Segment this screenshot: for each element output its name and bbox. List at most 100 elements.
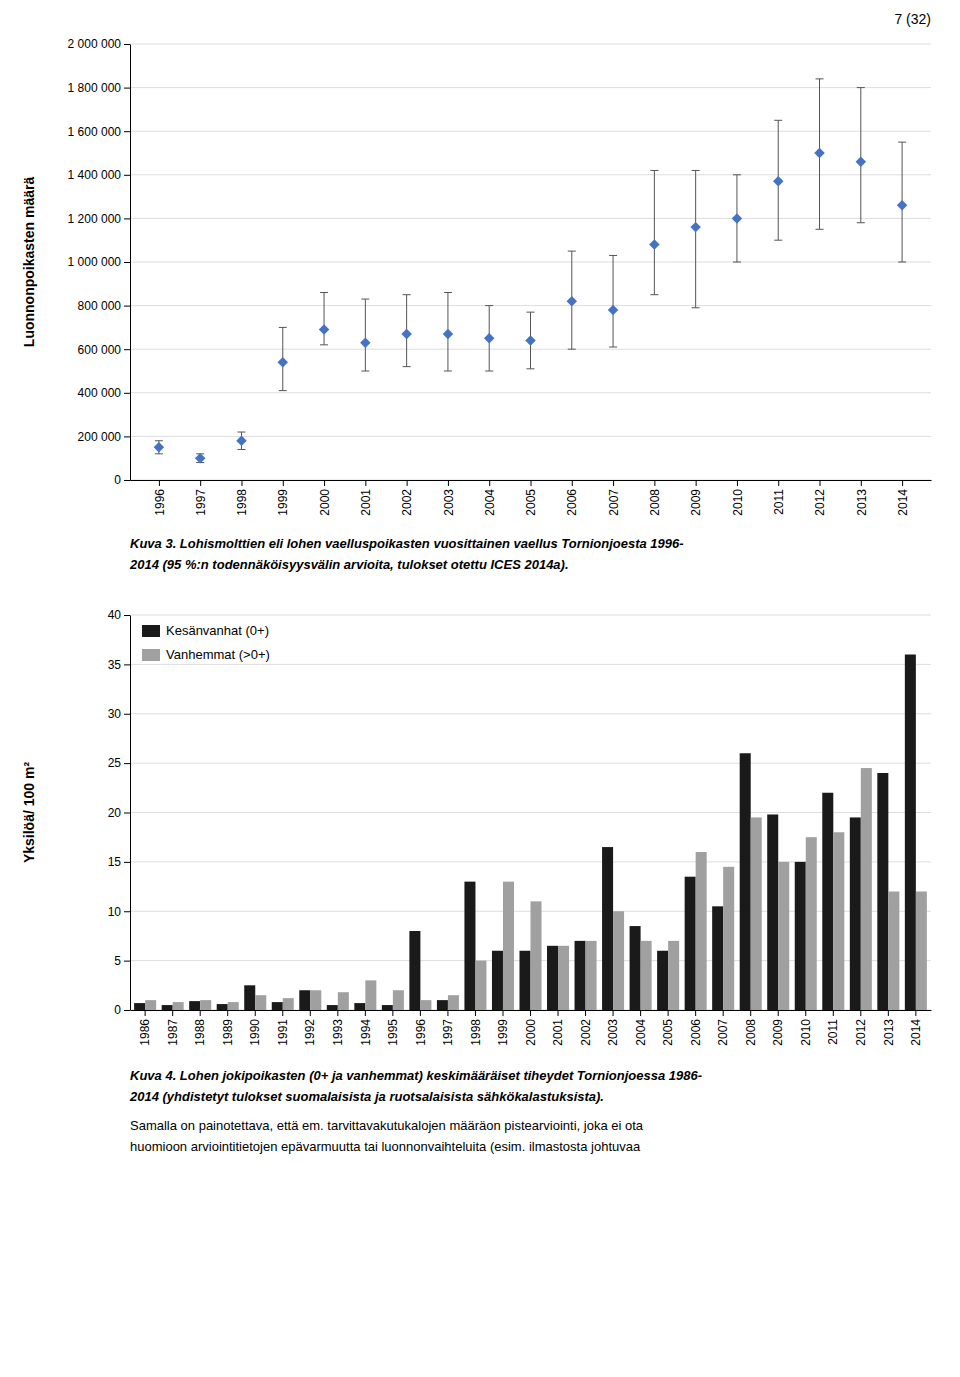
y-tick: 1 200 000 — [68, 212, 130, 226]
x-tick-mark — [613, 1010, 614, 1016]
x-tick-label: 1997 — [194, 489, 208, 516]
point — [319, 324, 329, 334]
x-tick-label: 2000 — [524, 1019, 538, 1046]
bar — [420, 1000, 431, 1010]
x-tick: 1992 — [303, 1010, 317, 1046]
x-tick-mark — [283, 480, 284, 486]
bar — [503, 882, 514, 1010]
bar — [740, 753, 751, 1010]
x-tick-label: 2012 — [813, 489, 827, 516]
x-tick-mark — [475, 1010, 476, 1016]
bar — [547, 946, 558, 1010]
x-tick-label: 1998 — [235, 489, 249, 516]
bar — [916, 892, 927, 1011]
x-tick-mark — [502, 1010, 503, 1016]
x-tick: 2013 — [855, 480, 869, 516]
bar — [751, 817, 762, 1010]
y-tick-mark — [124, 306, 130, 307]
bar — [850, 817, 861, 1010]
y-tick-label: 1 800 000 — [68, 81, 122, 95]
grid-line — [130, 812, 931, 813]
bar — [696, 852, 707, 1010]
x-tick-mark — [227, 1010, 228, 1016]
x-tick-label: 2001 — [551, 1019, 565, 1046]
x-tick: 2009 — [689, 480, 703, 516]
bar — [806, 837, 817, 1010]
y-tick-mark — [124, 862, 130, 863]
y-tick-mark — [124, 480, 130, 481]
x-tick: 2007 — [607, 480, 621, 516]
bar — [613, 911, 624, 1010]
grid-line — [130, 615, 931, 616]
x-tick-mark — [572, 480, 573, 486]
grid-line — [130, 87, 931, 88]
y-tick: 35 — [108, 658, 130, 672]
y-tick-mark — [124, 615, 130, 616]
y-tick-mark — [124, 262, 130, 263]
x-tick: 2014 — [909, 1010, 923, 1046]
point — [443, 329, 453, 339]
x-tick: 2011 — [826, 1010, 840, 1045]
y-tick-mark — [124, 664, 130, 665]
point — [567, 296, 577, 306]
x-tick-label: 1994 — [359, 1019, 373, 1046]
x-tick-label: 2007 — [716, 1019, 730, 1046]
x-tick-label: 1987 — [166, 1019, 180, 1046]
x-tick-label: 2001 — [359, 489, 373, 516]
x-tick-mark — [585, 1010, 586, 1016]
x-tick-mark — [365, 1010, 366, 1016]
legend-swatch — [142, 649, 160, 661]
x-tick: 1997 — [441, 1010, 455, 1046]
x-tick-label: 2014 — [896, 489, 910, 516]
y-tick-label: 5 — [114, 954, 121, 968]
x-tick-mark — [820, 480, 821, 486]
x-tick-label: 2007 — [607, 489, 621, 516]
x-tick: 1986 — [138, 1010, 152, 1046]
x-tick-label: 2009 — [689, 489, 703, 516]
y-tick-label: 35 — [108, 658, 122, 672]
point — [856, 156, 866, 166]
x-tick-mark — [668, 1010, 669, 1016]
y-tick: 400 000 — [78, 386, 130, 400]
x-tick-label: 1999 — [496, 1019, 510, 1046]
body-text: Samalla on painotettava, että em. tarvit… — [130, 1118, 644, 1133]
bar — [217, 1004, 228, 1010]
x-tick-label: 1993 — [331, 1019, 345, 1046]
bar — [833, 832, 844, 1010]
x-tick: 1999 — [496, 1010, 510, 1046]
x-tick: 2001 — [359, 480, 373, 516]
bar — [861, 768, 872, 1010]
bar — [409, 931, 420, 1010]
y-tick-label: 15 — [108, 855, 122, 869]
x-tick-label: 2005 — [524, 489, 538, 516]
y-tick-mark — [124, 1010, 130, 1011]
x-tick-mark — [778, 1010, 779, 1016]
grid — [130, 44, 931, 480]
x-tick: 2007 — [716, 1010, 730, 1046]
x-tick-mark — [805, 1010, 806, 1016]
x-tick-label: 1996 — [414, 1019, 428, 1046]
y-tick: 1 800 000 — [68, 81, 130, 95]
x-tick: 1989 — [221, 1010, 235, 1046]
y-tick-label: 1 200 000 — [68, 212, 122, 226]
bar — [272, 1002, 283, 1010]
bar — [393, 990, 404, 1010]
bar — [327, 1005, 338, 1010]
x-tick-label: 2000 — [318, 489, 332, 516]
x-tick: 2001 — [551, 1010, 565, 1046]
x-axis: 1986198719881989199019911992199319941995… — [131, 1010, 932, 1046]
bar — [464, 882, 475, 1010]
bar — [531, 901, 542, 1010]
x-tick-mark — [447, 1010, 448, 1016]
x-tick-label: 2009 — [771, 1019, 785, 1046]
y-tick-label: 200 000 — [78, 430, 122, 444]
bar — [145, 1000, 156, 1010]
x-tick-label: 1992 — [303, 1019, 317, 1046]
y-axis-line — [130, 616, 131, 1011]
x-tick: 1995 — [386, 1010, 400, 1046]
bar — [437, 1000, 448, 1010]
x-tick-mark — [888, 1010, 889, 1016]
bar — [448, 995, 459, 1010]
x-tick-label: 2012 — [854, 1019, 868, 1046]
x-tick-label: 1996 — [153, 489, 167, 516]
